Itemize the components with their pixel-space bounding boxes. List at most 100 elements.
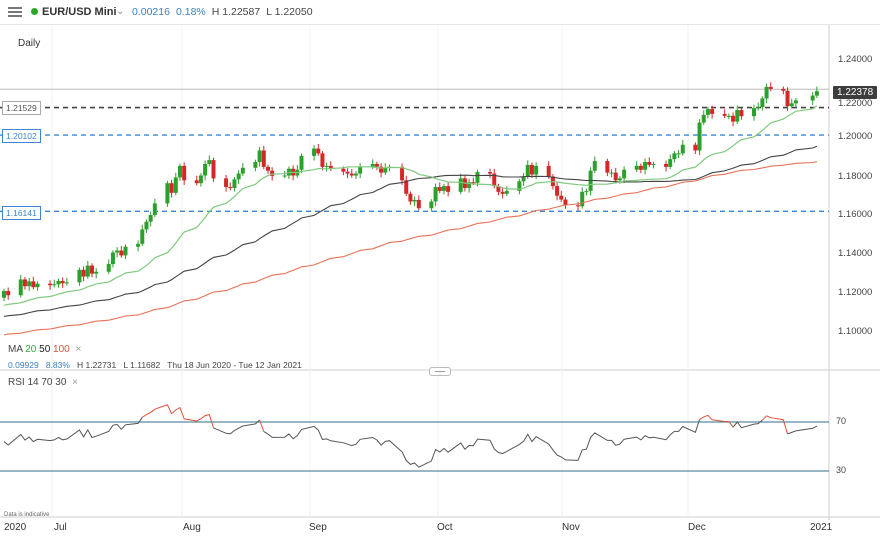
candle-body <box>31 281 36 288</box>
candle-body <box>169 183 174 193</box>
candle-body <box>60 280 65 284</box>
candle-body <box>299 155 304 170</box>
candle-body <box>341 168 346 172</box>
candle-body <box>416 199 421 209</box>
candle-body <box>370 163 375 167</box>
candle-body <box>228 187 233 189</box>
rsi-tick: 70 <box>836 416 847 426</box>
rsi-legend: RSI 14 70 30 × <box>8 377 78 388</box>
candle-body <box>651 163 656 165</box>
candle-body <box>144 221 149 230</box>
candle-body <box>584 190 589 192</box>
candle-body <box>638 165 643 170</box>
candle-body <box>441 186 446 191</box>
rsi-upper[interactable]: 70 <box>41 377 53 388</box>
level-label-3[interactable]: 1.16141 <box>2 206 41 220</box>
candle-body <box>257 150 262 163</box>
candle-body <box>89 265 94 274</box>
candle-body <box>634 165 639 170</box>
level-label-1[interactable]: 1.21529 <box>2 101 41 115</box>
candle-body <box>412 199 417 202</box>
rsi-period[interactable]: 14 <box>27 377 39 388</box>
candle-body <box>676 153 681 155</box>
candle-body <box>312 148 317 156</box>
candle-body <box>529 164 534 175</box>
range-percent: 8.83% <box>45 360 70 370</box>
candle-body <box>56 280 61 285</box>
candle-body <box>555 186 560 196</box>
candle-body <box>64 282 69 284</box>
rsi-line <box>259 419 265 432</box>
candle-body <box>768 86 773 89</box>
candle-body <box>211 160 216 179</box>
range-value: 0.09929 <box>8 360 39 370</box>
candle-body <box>27 281 32 287</box>
candle-body <box>576 205 581 207</box>
candle-body <box>467 182 472 189</box>
candle-body <box>546 165 551 177</box>
candle-body <box>94 271 99 274</box>
candle-body <box>165 183 170 204</box>
candle-body <box>349 173 354 176</box>
candle-body <box>253 162 258 168</box>
candle-body <box>580 191 585 207</box>
instrument-symbol[interactable]: EUR/USD Mini <box>42 6 117 18</box>
chevron-down-icon[interactable]: ⌄ <box>116 6 125 17</box>
session-high: H 1.22587 <box>211 6 261 18</box>
candle-body <box>500 191 505 194</box>
level-label-2[interactable]: 1.20102 <box>2 129 41 143</box>
candle-body <box>345 171 350 174</box>
rsi-lower[interactable]: 30 <box>55 377 67 388</box>
candle-body <box>668 159 673 167</box>
candle-body <box>408 193 413 202</box>
rsi-close-icon[interactable]: × <box>72 377 79 388</box>
live-dot-icon <box>31 8 38 15</box>
candle-body <box>739 110 744 117</box>
candle-body <box>785 90 790 107</box>
candle-body <box>781 88 786 91</box>
candle-body <box>22 279 27 287</box>
candle-body <box>316 148 321 154</box>
candle-body <box>48 283 53 286</box>
ma-50-line <box>3 145 818 318</box>
candle-body <box>224 178 229 188</box>
candle-body <box>182 165 187 181</box>
rsi-line <box>787 425 818 435</box>
candle-body <box>203 163 208 176</box>
candle-body <box>232 179 237 189</box>
candle-body <box>488 172 493 174</box>
candle-body <box>697 122 702 151</box>
range-stats: 0.09929 8.83% H 1.22731 L 1.11682 Thu 18… <box>8 360 302 370</box>
candle-body <box>52 284 57 286</box>
time-tick: 2020 <box>4 522 27 533</box>
candle-body <box>18 279 23 296</box>
price-tick: 1.12000 <box>838 287 873 298</box>
rsi-line <box>263 419 700 468</box>
candle-body <box>207 160 212 164</box>
candle-body <box>458 178 463 192</box>
ma-100-label[interactable]: 100 <box>53 344 70 355</box>
candle-body <box>328 165 333 169</box>
range-low: L 1.11682 <box>123 360 161 370</box>
candle-body <box>559 195 564 200</box>
candle-body <box>265 166 270 171</box>
candle-body <box>110 252 115 265</box>
pane-resize-handle[interactable] <box>429 367 451 376</box>
ma-close-icon[interactable]: × <box>75 344 82 355</box>
session-low: L 1.22050 <box>266 6 313 18</box>
price-tick: 1.10000 <box>838 326 873 337</box>
menu-icon[interactable] <box>8 5 22 19</box>
candle-body <box>77 269 82 283</box>
candle-body <box>752 108 757 117</box>
candle-body <box>85 265 90 277</box>
ma-50-label[interactable]: 50 <box>39 344 51 355</box>
candle-body <box>429 201 434 209</box>
candle-body <box>613 172 618 181</box>
ma-20-label[interactable]: 20 <box>25 344 37 355</box>
candle-body <box>198 175 203 184</box>
rsi-line <box>732 419 763 429</box>
candle-body <box>173 177 178 193</box>
rsi-line <box>142 404 214 429</box>
candle-body <box>710 109 715 114</box>
